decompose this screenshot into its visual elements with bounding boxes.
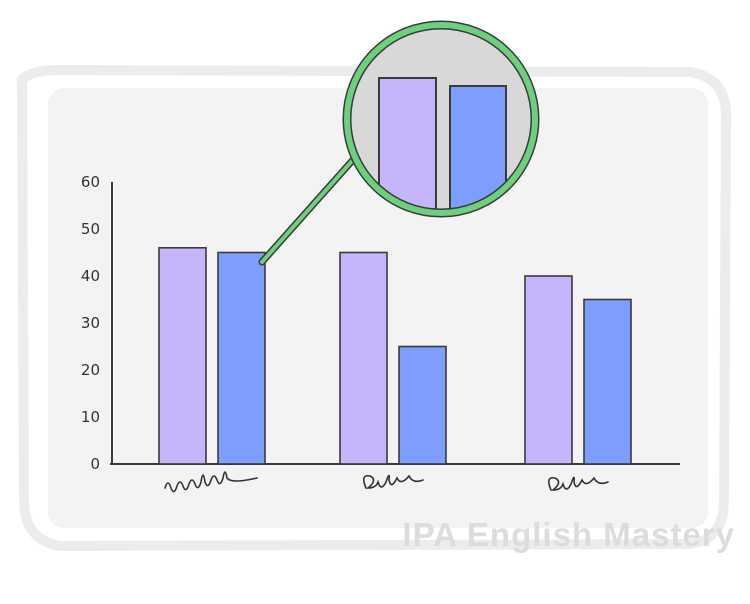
bar-series-1-category-2 <box>339 251 388 465</box>
category-2-scribble <box>362 474 424 489</box>
bar-series-2-category-2 <box>398 345 447 465</box>
y-tick-label: 30 <box>81 314 100 332</box>
bar-series-1-category-1 <box>158 247 207 465</box>
y-tick-label: 60 <box>81 173 100 191</box>
y-tick-label: 50 <box>81 220 100 238</box>
bars <box>158 247 632 465</box>
panel-sketch-border <box>16 64 732 552</box>
bar-series-1-category-3 <box>524 275 573 465</box>
y-tick-labels: 0 10 20 30 40 50 60 <box>81 173 100 473</box>
y-tick-label: 20 <box>81 361 100 379</box>
y-tick-label: 10 <box>81 408 100 426</box>
y-tick-label: 40 <box>81 267 100 285</box>
magnifier-handle <box>260 150 362 264</box>
category-3-scribble <box>547 476 609 491</box>
bar-series-2-category-1 <box>217 251 266 465</box>
magnified-bar-series-1 <box>378 77 437 211</box>
category-scribbles <box>164 471 609 493</box>
watermark: IPA English Mastery <box>402 516 735 553</box>
magnified-bars <box>378 77 507 211</box>
bar-series-2-category-3 <box>583 298 632 465</box>
magnifier-ring <box>344 22 538 216</box>
category-1-scribble <box>164 471 258 493</box>
y-tick-label: 0 <box>90 455 100 473</box>
